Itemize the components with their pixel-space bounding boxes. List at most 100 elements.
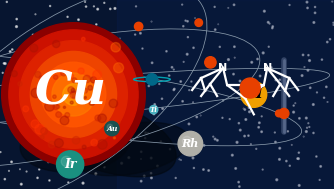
Point — [319, 58, 325, 61]
Point — [285, 130, 291, 133]
Circle shape — [76, 93, 82, 98]
Point — [85, 83, 91, 86]
Circle shape — [111, 43, 121, 52]
Point — [201, 168, 206, 171]
Point — [151, 112, 157, 115]
Point — [190, 156, 196, 160]
Point — [110, 87, 115, 90]
Point — [7, 50, 13, 53]
Circle shape — [81, 90, 86, 95]
Point — [273, 78, 279, 81]
Circle shape — [40, 135, 44, 139]
Point — [183, 19, 188, 22]
Polygon shape — [24, 91, 176, 177]
Point — [331, 21, 334, 24]
Point — [242, 108, 247, 111]
Point — [226, 58, 231, 61]
Point — [35, 176, 40, 179]
Point — [192, 17, 198, 20]
Point — [157, 82, 162, 85]
Point — [139, 180, 144, 183]
Point — [140, 47, 145, 50]
Point — [112, 57, 117, 60]
Circle shape — [70, 91, 78, 98]
Point — [11, 114, 16, 117]
Point — [143, 131, 148, 134]
Circle shape — [41, 62, 106, 127]
Point — [190, 101, 196, 104]
Point — [164, 50, 169, 53]
Point — [254, 147, 259, 150]
Point — [137, 134, 142, 137]
Point — [194, 140, 200, 143]
Point — [212, 138, 218, 141]
Point — [19, 121, 24, 124]
Point — [149, 61, 155, 64]
Circle shape — [61, 156, 71, 167]
Circle shape — [105, 121, 119, 136]
Point — [10, 48, 15, 51]
Circle shape — [30, 44, 38, 52]
Point — [116, 56, 121, 59]
Point — [158, 140, 164, 143]
Point — [297, 117, 302, 120]
Point — [211, 135, 216, 138]
Point — [15, 83, 20, 86]
Point — [297, 184, 302, 187]
Circle shape — [205, 57, 216, 68]
Point — [225, 6, 231, 9]
Point — [308, 86, 313, 89]
Point — [145, 132, 151, 135]
Point — [143, 137, 148, 140]
Circle shape — [82, 145, 86, 149]
Text: Au: Au — [106, 125, 118, 132]
Point — [307, 59, 312, 62]
Point — [7, 63, 12, 66]
Point — [262, 10, 267, 13]
Point — [101, 149, 107, 152]
Point — [11, 84, 17, 87]
Point — [232, 45, 237, 48]
Point — [96, 139, 102, 142]
Circle shape — [114, 63, 124, 73]
Point — [311, 21, 317, 24]
Point — [152, 103, 157, 106]
Point — [51, 87, 56, 90]
Point — [171, 88, 176, 91]
Point — [273, 141, 278, 144]
Point — [44, 96, 49, 99]
Point — [186, 122, 192, 125]
Point — [16, 98, 22, 101]
Point — [246, 134, 251, 137]
Point — [30, 33, 36, 36]
Point — [101, 142, 106, 145]
Point — [259, 115, 265, 118]
Circle shape — [56, 105, 60, 109]
Point — [304, 130, 309, 133]
Point — [259, 130, 264, 133]
Circle shape — [70, 74, 74, 78]
Point — [185, 144, 190, 147]
Point — [84, 5, 89, 8]
Point — [321, 96, 327, 99]
Point — [277, 78, 282, 81]
Point — [76, 157, 81, 160]
Point — [255, 57, 260, 60]
Point — [77, 73, 83, 76]
Circle shape — [114, 137, 116, 139]
Point — [31, 69, 36, 72]
Point — [33, 85, 39, 88]
Point — [274, 178, 280, 181]
Point — [152, 105, 158, 108]
Point — [295, 157, 300, 160]
Point — [236, 181, 241, 184]
Point — [4, 0, 9, 3]
Point — [56, 110, 62, 113]
Point — [272, 131, 278, 134]
Point — [266, 45, 272, 48]
Circle shape — [84, 96, 87, 99]
Circle shape — [118, 121, 120, 124]
Point — [243, 118, 248, 121]
Circle shape — [56, 151, 84, 178]
Point — [230, 154, 235, 157]
